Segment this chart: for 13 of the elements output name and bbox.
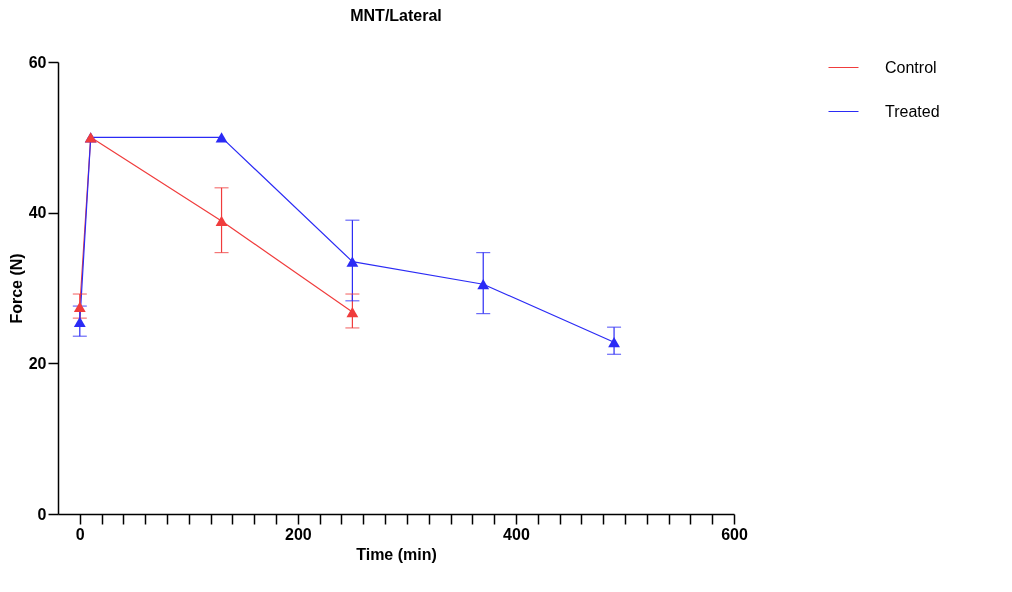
y-tick-label: 0 xyxy=(37,505,47,523)
x-tick-label: 0 xyxy=(75,525,85,543)
chart-title: MNT/Lateral xyxy=(350,7,442,24)
legend-label: Treated xyxy=(885,102,940,120)
y-tick-label: 20 xyxy=(28,354,47,372)
legend-label: Control xyxy=(885,58,937,76)
x-axis-title: Time (min) xyxy=(356,545,437,563)
y-tick-label: 60 xyxy=(28,53,47,71)
y-tick-label: 40 xyxy=(28,204,47,222)
x-tick-label: 600 xyxy=(721,525,748,543)
x-tick-label: 200 xyxy=(285,525,312,543)
x-tick-label: 400 xyxy=(503,525,530,543)
y-axis-title: Force (N) xyxy=(7,253,25,324)
